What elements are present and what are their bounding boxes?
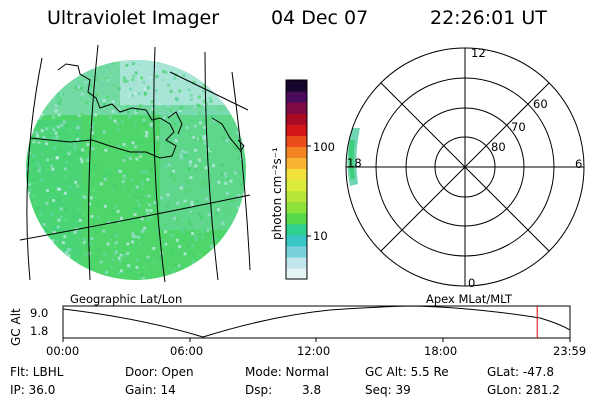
info-glon: GLon: 281.2: [487, 383, 560, 397]
time-label: 22:26:01 UT: [430, 7, 547, 29]
info-ip: IP: 36.0: [10, 383, 56, 397]
lat-label-80: 80: [491, 140, 506, 154]
info-gain: Gain: 14: [125, 383, 176, 397]
mlt-label-18: 18: [347, 156, 362, 170]
lat-label-60: 60: [533, 97, 548, 111]
timeline-xtick-1200: 12:00: [297, 344, 331, 358]
colorbar-segment: [286, 102, 307, 114]
colorbar-segment: [286, 113, 307, 125]
colorbar-segment: [286, 267, 307, 280]
instrument-title: Ultraviolet Imager: [47, 7, 220, 29]
colorbar-tick-10: 10: [313, 229, 328, 243]
timeline-xtick-1800: 18:00: [424, 344, 458, 358]
colorbar-tick-100: 100: [313, 140, 335, 154]
colorbar-segment: [286, 234, 307, 247]
colorbar-segment: [286, 245, 307, 258]
mlt-label-12: 12: [471, 46, 486, 60]
info-flt: Flt: LBHL: [10, 365, 64, 379]
lat-label-70: 70: [511, 120, 526, 134]
info-seq: Seq: 39: [365, 383, 411, 397]
colorbar-segment: [286, 91, 307, 103]
polar-panel-label: Apex MLat/MLT: [426, 292, 513, 306]
info-dsp-label: Dsp:: [245, 383, 273, 397]
uv-disk: [26, 60, 246, 280]
timeline-ytick-9: 9.0: [30, 306, 49, 320]
disk-texture: [26, 60, 246, 280]
colorbar-segment: [286, 212, 307, 225]
colorbar-segment: [286, 168, 307, 181]
colorbar-segment: [286, 223, 307, 236]
mlt-label-0: 0: [468, 276, 476, 290]
colorbar-unit-label: photon cm⁻²s⁻¹: [270, 147, 284, 240]
timeline-ytick-1.8: 1.8: [30, 324, 49, 338]
geo-panel-label: Geographic Lat/Lon: [70, 292, 183, 306]
timeline-xtick-2359: 23:59: [553, 344, 587, 358]
info-glat: GLat: -47.8: [487, 365, 554, 379]
colorbar-segment: [286, 256, 307, 269]
colorbar-segment: [286, 80, 307, 92]
info-dsp-value: 3.8: [302, 383, 322, 397]
colorbar-segment: [286, 201, 307, 214]
mlt-label-6: 6: [575, 157, 583, 171]
altitude-curve: [62, 305, 571, 338]
colorbar-segment: [286, 157, 307, 170]
date-label: 04 Dec 07: [271, 7, 369, 29]
colorbar-segment: [286, 146, 307, 158]
coastline: [29, 63, 177, 159]
colorbar-segment: [286, 179, 307, 192]
speckle-pattern: [26, 60, 246, 280]
timeline-ylabel: GC Alt: [9, 308, 23, 346]
info-gcalt: GC Alt: 5.5 Re: [365, 365, 449, 379]
timeline-xtick-0000: 00:00: [46, 344, 80, 358]
timeline-xtick-0600: 06:00: [170, 344, 204, 358]
colorbar-segment: [286, 190, 307, 203]
info-door: Door: Open: [125, 365, 194, 379]
geo-grid: [19, 44, 251, 283]
info-mode: Mode: Normal: [245, 365, 329, 379]
colorbar-segment: [286, 124, 307, 136]
colorbar-segment: [286, 135, 307, 147]
